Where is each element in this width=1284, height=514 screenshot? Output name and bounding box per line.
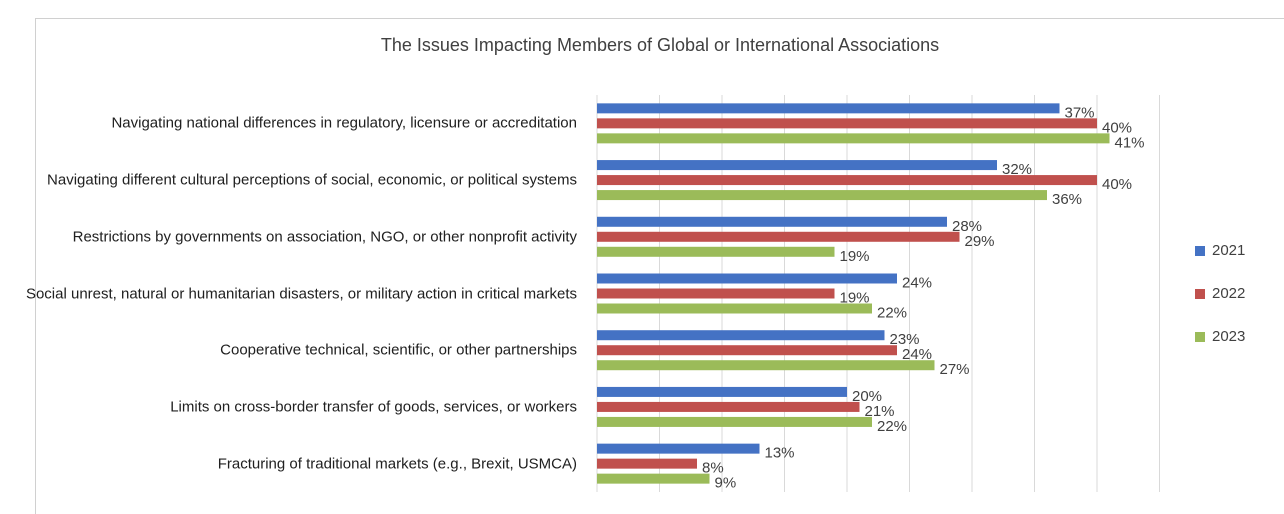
y-tick-label: Fracturing of traditional markets (e.g.,… [217,455,577,473]
bar [597,345,897,356]
bar [597,231,960,242]
data-label: 19% [840,289,870,306]
bar [597,288,835,299]
legend-swatch [1195,246,1205,256]
bar [597,118,1097,129]
bar [597,160,997,171]
legend-label: 2022 [1212,285,1245,302]
bar [597,273,897,284]
data-label: 36% [1052,191,1082,208]
category-label-box: Restrictions by governments on associati… [17,227,577,246]
data-label: 29% [965,233,995,250]
category-label-box: Social unrest, natural or humanitarian d… [17,284,577,303]
category-label-box: Fracturing of traditional markets (e.g.,… [17,454,577,473]
bar [597,401,860,412]
bar [597,216,947,227]
data-label: 21% [865,403,895,420]
bar [597,190,1047,201]
bar [597,458,697,469]
bar [597,360,935,371]
y-tick-label: Limits on cross-border transfer of goods… [170,398,577,416]
y-tick-label: Cooperative technical, scientific, or ot… [220,341,577,359]
chart-title: The Issues Impacting Members of Global o… [381,35,939,55]
legend-swatch [1195,332,1205,342]
legend-label: 2023 [1212,328,1245,345]
data-label: 20% [852,388,882,405]
data-label: 40% [1102,119,1132,136]
legend-label: 2021 [1212,242,1245,259]
data-label: 23% [890,331,920,348]
bar [597,386,847,397]
data-label: 9% [715,475,737,492]
bar [597,103,1060,114]
category-label-box: Navigating national differences in regul… [17,114,577,133]
category-label-box: Navigating different cultural perception… [17,171,577,190]
data-label: 22% [877,304,907,321]
data-label: 41% [1115,134,1145,151]
y-tick-label: Social unrest, natural or humanitarian d… [25,285,577,302]
data-label: 8% [702,460,724,477]
y-tick-label: Navigating different cultural perception… [47,171,577,189]
data-label: 24% [902,346,932,363]
bar [597,443,760,454]
data-label: 19% [840,248,870,265]
y-tick-label: Navigating national differences in regul… [111,114,577,132]
data-label: 22% [877,418,907,435]
bar [597,303,872,314]
data-label: 13% [765,445,795,462]
bar [597,473,710,484]
data-label: 37% [1065,104,1095,121]
data-label: 40% [1102,176,1132,193]
data-label: 27% [940,361,970,378]
legend-swatch [1195,289,1205,299]
bar [597,246,835,257]
bar [597,133,1110,144]
category-label-box: Cooperative technical, scientific, or ot… [17,341,577,360]
data-label: 28% [952,218,982,235]
bar [597,416,872,427]
category-label-box: Limits on cross-border transfer of goods… [17,397,577,416]
data-label: 24% [902,274,932,291]
y-tick-label: Restrictions by governments on associati… [72,228,577,246]
bar [597,175,1097,186]
bar [597,330,885,341]
data-label: 32% [1002,161,1032,178]
